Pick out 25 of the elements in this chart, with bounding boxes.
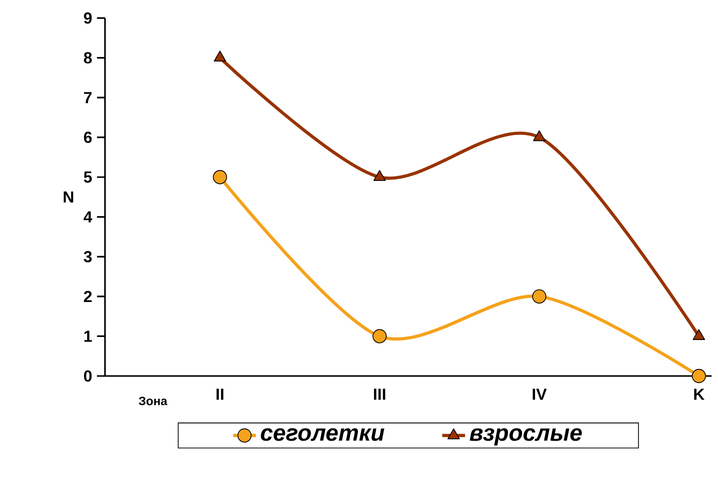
y-tick-label: 0: [84, 370, 92, 382]
point: [214, 50, 226, 62]
point: [532, 289, 546, 304]
legend-label: взрослые: [470, 428, 582, 446]
y-tick-label: 5: [84, 172, 92, 183]
y-tick-label: 3: [84, 251, 92, 262]
y-tick-label: 4: [84, 211, 92, 222]
y-tick-label: 7: [84, 92, 92, 104]
y-tick-label: 6: [84, 132, 92, 143]
point: [373, 170, 386, 181]
point: [372, 329, 387, 344]
x-tick-label: III: [374, 388, 386, 400]
y-axis-title: N: [64, 192, 74, 203]
legend-label: сеголетки: [260, 428, 384, 441]
x-tick-label: K: [694, 388, 705, 400]
y-tick-label: 2: [84, 290, 92, 302]
y-tick-label: 8: [84, 52, 92, 64]
point: [692, 368, 706, 384]
x-axis-title: Зона: [138, 396, 168, 406]
x-tick-label: II: [216, 388, 224, 400]
y-tick-label: 9: [84, 12, 92, 24]
y-tick-label: 1: [84, 330, 92, 342]
point: [212, 170, 228, 184]
point: [533, 130, 546, 142]
x-tick-label: IV: [532, 388, 547, 400]
